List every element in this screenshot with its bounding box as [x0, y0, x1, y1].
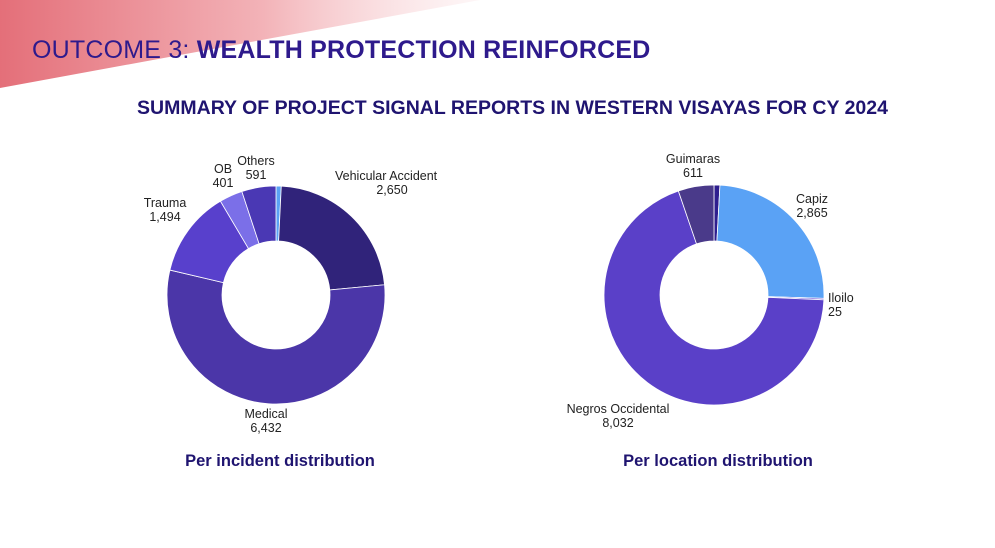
decorative-ribbon — [0, 0, 480, 88]
slice-label: Vehicular Accident — [335, 169, 438, 183]
donut-slice-others — [241, 185, 277, 245]
slice-label: OB — [214, 162, 232, 176]
donut-slice-negros-occidental — [603, 190, 825, 406]
donut-slice-capiz — [716, 184, 825, 299]
slice-value-label: 611 — [683, 166, 703, 180]
slice-value-label: 6,432 — [250, 421, 281, 435]
slice-value-label: 1,494 — [149, 210, 180, 224]
slice-value-label: 2,650 — [376, 183, 407, 197]
chart-subtitle: SUMMARY OF PROJECT SIGNAL REPORTS IN WES… — [137, 97, 888, 119]
slice-value-label: 25 — [828, 305, 842, 319]
page-heading: OUTCOME 3: WEALTH PROTECTION REINFORCED — [32, 36, 650, 65]
slice-value-label: 401 — [213, 176, 234, 190]
incident-chart-caption: Per incident distribution — [185, 452, 375, 470]
donut-slice-vehicular-accident — [278, 185, 385, 291]
slice-label: Guimaras — [666, 152, 720, 166]
slice-label: Negros Occidental — [567, 402, 670, 416]
slice-label: Others — [237, 154, 275, 168]
slice-label: Iloilo — [828, 291, 854, 305]
slice-value-label: 2,865 — [796, 206, 827, 220]
donut-slice-medical — [166, 269, 386, 405]
heading-prefix: OUTCOME 3: — [32, 36, 190, 64]
slice-value-label: 591 — [246, 168, 267, 182]
slice-value-label: 8,032 — [602, 416, 633, 430]
slice-label: Trauma — [144, 196, 187, 210]
slice-label: Medical — [244, 407, 287, 421]
heading-bold: WEALTH PROTECTION REINFORCED — [196, 36, 651, 64]
location-chart-caption: Per location distribution — [623, 452, 813, 470]
donut-slice-guimaras — [677, 184, 715, 245]
slice-label: Capiz — [796, 192, 828, 206]
